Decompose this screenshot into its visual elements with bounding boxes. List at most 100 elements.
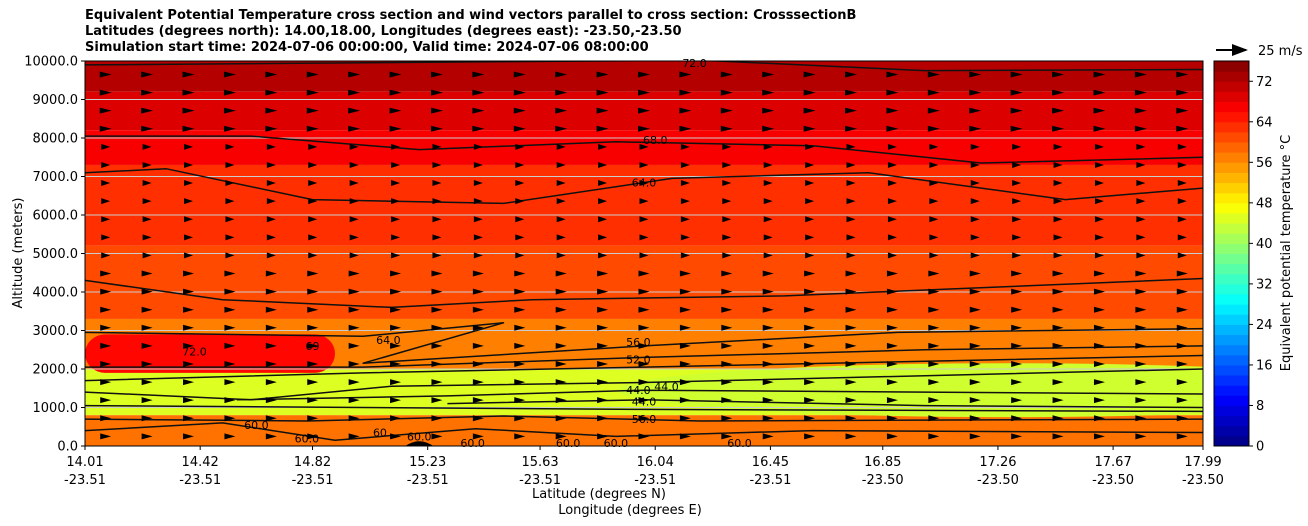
x-tick-label-lat: 16.04 [637,455,674,470]
wind-vector [1134,125,1147,132]
wind-vector [348,270,360,277]
wind-vector [1093,397,1105,404]
wind-vector [1177,216,1187,223]
wind-vector [638,415,650,422]
wind-vector [265,125,278,132]
wind-vector [597,415,609,422]
colorbar-band [1214,101,1249,113]
colorbar-label: Equivalent potential temperature °C [1279,135,1294,371]
wind-vector [805,198,815,205]
wind-vector [555,288,567,295]
wind-vector [679,89,692,96]
contour-label: 68.0 [643,134,668,147]
wind-vector [515,161,525,168]
wind-vector [348,324,360,331]
wind-vector [846,198,856,205]
wind-vector [1010,71,1023,78]
colorbar-band [1214,111,1249,123]
wind-vector [555,433,567,440]
wind-vector [101,198,111,205]
wind-vector [762,324,774,331]
wind-vector [1135,415,1147,422]
wind-vector [721,397,733,404]
colorbar-band [1214,243,1249,254]
wind-vector [720,107,733,114]
wind-vector [1052,415,1064,422]
x-tick-label-lon: -23.51 [292,473,334,488]
wind-vector [265,379,277,386]
wind-vector [389,125,402,132]
wind-vector [679,342,691,349]
wind-vector [99,89,112,96]
wind-vector [846,216,856,223]
wind-vector [184,198,194,205]
contour-line [85,404,1203,413]
wind-vector [845,433,857,440]
wind-vector [266,198,276,205]
contour-line [85,277,1203,309]
wind-vector [142,234,152,241]
wind-vector [1136,143,1146,150]
contour-label: 64.0 [376,334,401,347]
wind-vector [762,360,774,367]
wind-vector [762,433,774,440]
wind-vector [680,234,690,241]
wind-vector [638,288,650,295]
wind-vector [762,71,775,78]
wind-vector [887,216,897,223]
wind-vector [1053,216,1063,223]
wind-vector [265,433,277,440]
wind-vector [431,360,443,367]
wind-vector [803,107,816,114]
contour-line [85,368,1203,401]
wind-vector [1011,270,1023,277]
wind-vector [265,270,277,277]
wind-vector [1135,342,1147,349]
wind-vector [1052,107,1065,114]
wind-vector [1134,71,1147,78]
wind-vector [306,89,319,96]
wind-vector [804,379,816,386]
wind-vector [927,107,940,114]
wind-vector [348,397,360,404]
wind-vector [141,397,153,404]
x-axis-label-longitude: Longitude (degrees E) [558,503,702,518]
wind-vector [803,125,816,132]
colorbar-band [1214,314,1249,325]
colorbar-tick-label: 64 [1256,115,1273,130]
wind-vector [929,180,939,187]
wind-vector [1136,216,1146,223]
wind-vector [432,180,442,187]
wind-vector [224,433,236,440]
colorbar-band [1214,152,1249,163]
wind-vector [679,270,691,277]
wind-vector [1052,270,1064,277]
wind-vector [308,216,318,223]
wind-vector [1052,288,1064,295]
wind-vector [348,415,360,422]
wind-vector [142,252,152,259]
wind-vector [223,125,236,132]
wind-vector [969,415,981,422]
wind-vector [763,180,773,187]
wind-vector [928,288,940,295]
wind-vector [390,360,402,367]
wind-vector [100,433,112,440]
wind-vector [225,161,235,168]
wind-vector [1012,143,1022,150]
wind-vector [556,198,566,205]
wind-vector [845,270,857,277]
wind-vector [597,379,609,386]
contour-line [236,389,1203,401]
wind-vector [348,89,361,96]
y-tick-label: 5000.0 [33,247,79,262]
wind-vector [556,180,566,187]
wind-vector [308,180,318,187]
wind-vector [100,270,112,277]
wind-vector [722,161,732,168]
wind-vector [596,71,609,78]
wind-vector [391,180,401,187]
wind-vector [722,180,732,187]
contour-line [85,354,1203,382]
wind-vector [183,433,195,440]
